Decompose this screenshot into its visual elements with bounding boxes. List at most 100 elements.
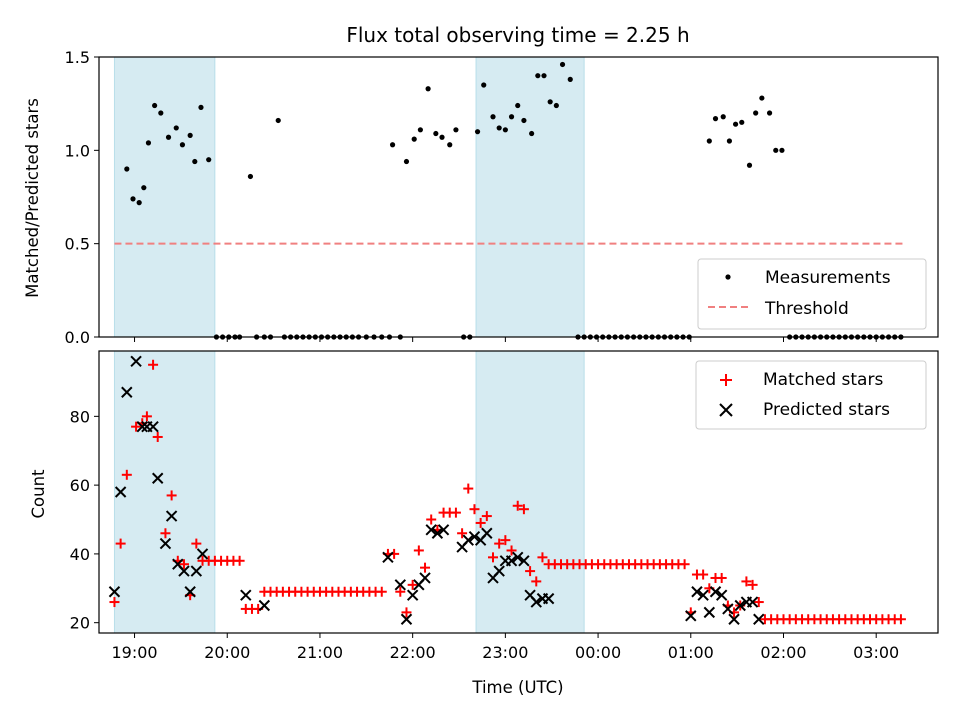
measurement-point [490, 114, 496, 120]
predicted-star-point [184, 586, 196, 598]
measurement-point [136, 200, 142, 206]
legend-marker-measurements [725, 274, 731, 280]
legend-label-predicted: Predicted stars [763, 400, 890, 420]
legend-marker-predicted [719, 403, 733, 417]
measurement-point [732, 121, 739, 127]
measurement-point [720, 114, 726, 120]
measurement-point [746, 162, 753, 168]
predicted-star-point [542, 592, 555, 605]
predicted-star-point [468, 531, 481, 543]
matched-star-point [413, 545, 424, 556]
matched-star-point [160, 528, 171, 539]
chart-title: Flux total observing time = 2.25 h [346, 23, 689, 47]
bottom-panel: 20 40 60 80 19:00 20:00 21:00 22:00 23:00 00:00 0… [29, 350, 939, 697]
measurement-point [198, 104, 204, 110]
measurement-point [739, 119, 745, 125]
measurement-point [433, 130, 439, 137]
measurement-point [275, 117, 281, 124]
predicted-star-point [165, 510, 178, 522]
measurement-point [535, 73, 541, 79]
matched-star-point [450, 507, 461, 518]
matched-star-point [531, 576, 542, 587]
matched-star-point [494, 538, 505, 549]
predicted-star-point [419, 572, 431, 584]
predicted-star-point [425, 524, 437, 536]
measurement-point [453, 127, 459, 133]
predicted-star-point [147, 420, 159, 433]
measurement-point [496, 125, 502, 131]
predicted-star-point [734, 599, 746, 612]
measurement-point [447, 142, 453, 148]
predicted-star-point [530, 596, 542, 608]
y-tick-label: 20 [70, 614, 90, 633]
matched-star-point [115, 538, 126, 549]
measurement-point [145, 140, 152, 146]
top-shaded-spans [113, 56, 585, 338]
y-tick-label: 0.0 [65, 328, 90, 347]
measurement-point [508, 114, 515, 120]
bottom-plot-frame [98, 350, 939, 634]
matched-star-point [488, 552, 499, 563]
top-plot-frame [98, 56, 939, 338]
measurement-point [417, 127, 423, 133]
measurement-point [529, 130, 535, 137]
y-tick-label: 40 [70, 545, 90, 564]
measurement-point [425, 86, 431, 92]
measurement-point [706, 138, 712, 144]
predicted-star-point [130, 355, 142, 368]
predicted-star-point [258, 599, 271, 612]
bottom-y-ticks: 20 40 60 80 [70, 407, 99, 633]
predicted-star-point [746, 596, 759, 608]
y-tick-label: 0.5 [65, 235, 90, 254]
matched-star-point [512, 500, 523, 511]
predicted-star-point [190, 565, 203, 577]
measurement-point [158, 110, 164, 116]
measurement-point [411, 136, 417, 142]
measurement-point [779, 147, 785, 153]
measurement-point [130, 196, 136, 202]
measurement-point [179, 142, 186, 148]
matched-star-point [148, 359, 159, 370]
matched-star-point [131, 421, 142, 432]
legend-label-threshold: Threshold [764, 299, 849, 319]
predicted-star-point [240, 589, 252, 601]
matched-star-point [463, 483, 474, 494]
x-tick-label: 20:00 [204, 643, 250, 662]
predicted-star-point [722, 603, 734, 615]
matched-star-point [753, 597, 764, 608]
x-tick-label: 00:00 [575, 643, 621, 662]
predicted-star-point [493, 565, 505, 577]
predicted-star-point [382, 551, 394, 564]
count-points [108, 355, 906, 625]
bottom-y-axis-label: Count [29, 469, 48, 519]
predicted-star-point [518, 555, 530, 567]
predicted-star-point [196, 548, 209, 560]
matched-star-point [741, 576, 752, 587]
matched-star-point [518, 504, 529, 515]
bottom-legend-box [695, 360, 927, 430]
predicted-star-point [715, 589, 728, 601]
predicted-star-point [753, 613, 765, 625]
shaded-span [113, 350, 216, 634]
predicted-star-point [505, 555, 518, 567]
top-panel: 0.0 0.5 1.0 1.5 Flux total observing time =… [23, 23, 939, 347]
y-tick-label: 60 [70, 476, 90, 495]
matched-star-point [481, 511, 492, 522]
matched-star-point [166, 490, 177, 501]
predicted-star-point [697, 589, 709, 601]
measurement-point [165, 134, 172, 140]
shaded-span [475, 350, 585, 634]
measurement-point [206, 157, 212, 163]
matched-star-point [537, 552, 548, 563]
matched-star-point [152, 431, 163, 442]
predicted-star-point [400, 613, 413, 625]
x-tick-label: 02:00 [760, 643, 806, 662]
shaded-span [113, 56, 216, 338]
matched-star-point [420, 562, 431, 573]
x-tick-label: 03:00 [853, 643, 899, 662]
predicted-star-point [108, 586, 121, 598]
matched-star-point [457, 528, 468, 539]
measurement-point [474, 129, 481, 135]
top-y-ticks: 0.0 0.5 1.0 1.5 [65, 48, 99, 347]
measurement-point [187, 132, 193, 138]
